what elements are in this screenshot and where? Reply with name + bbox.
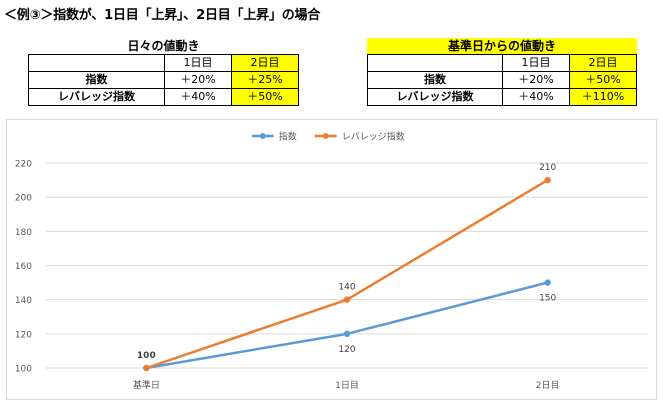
table-cell: 指数 <box>28 71 165 89</box>
table-cell: レバレッジ指数 <box>367 88 503 106</box>
data-label: 120 <box>338 345 355 355</box>
table-cell: 1日目 <box>164 54 232 72</box>
y-tick-label: 120 <box>15 330 32 340</box>
daily-change-table-block: 日々の値動き 1日目 2日目 指数 ＋20% ＋25% レバレッジ指数 ＋40%… <box>28 38 299 106</box>
cumulative-change-table-block: 基準日からの値動き 1日目 2日目 指数 ＋20% ＋50% レバレッジ指数 ＋… <box>367 38 637 106</box>
table-cell: 2日目 <box>231 54 299 72</box>
y-tick-label: 200 <box>15 194 32 204</box>
legend-label: レバレッジ指数 <box>342 131 405 143</box>
daily-change-table: 1日目 2日目 指数 ＋20% ＋25% レバレッジ指数 ＋40% ＋50% <box>28 54 299 106</box>
data-point <box>343 330 351 338</box>
table-cell <box>367 54 503 72</box>
y-tick-label: 180 <box>15 228 32 238</box>
daily-change-caption: 日々の値動き <box>127 39 200 53</box>
table-cell: ＋20% <box>164 71 232 89</box>
y-tick-label: 220 <box>15 160 32 170</box>
x-tick-label: 基準日 <box>133 379 160 391</box>
series-line <box>145 179 549 370</box>
y-tick-label: 160 <box>15 262 32 272</box>
line-chart-area: 100 120 140 160 180 200 220 基準日 1日目 2日目 指数 レバレッジ指数… <box>6 119 657 400</box>
legend-swatch-marker <box>259 133 266 139</box>
data-label: 150 <box>539 294 556 304</box>
data-label: 210 <box>539 163 556 173</box>
data-point <box>544 279 551 286</box>
table-cell: ＋110% <box>569 88 637 106</box>
table-row: 指数 ＋20% ＋25% <box>28 71 299 89</box>
data-label: 140 <box>338 283 355 293</box>
y-tick-label: 140 <box>15 296 32 306</box>
y-tick-label: 100 <box>15 365 32 375</box>
table-cell <box>28 54 165 72</box>
table-cell: レバレッジ指数 <box>28 88 165 106</box>
page-heading: ＜例③＞指数が、1日目「上昇」、2日目「上昇」の場合 <box>4 8 321 23</box>
table-cell: 2日目 <box>569 54 637 72</box>
data-point <box>544 176 551 184</box>
legend-swatch-marker <box>322 133 329 139</box>
table-cell: ＋40% <box>502 88 570 106</box>
data-point <box>343 296 351 303</box>
line-chart: 100 120 140 160 180 200 220 基準日 1日目 2日目 指数 レバレッジ指数… <box>15 131 648 391</box>
table-cell: ＋25% <box>231 71 299 89</box>
x-tick-label: 1日目 <box>335 380 359 391</box>
cumulative-change-table: 1日目 2日目 指数 ＋20% ＋50% レバレッジ指数 ＋40% ＋110% <box>367 54 637 106</box>
table-row: 1日目 2日目 <box>28 54 299 72</box>
cumulative-change-caption: 基準日からの値動き <box>367 38 637 54</box>
table-cell: ＋50% <box>569 71 637 89</box>
data-point <box>143 364 150 372</box>
table-row: 1日目 2日目 <box>367 54 637 72</box>
legend-label: 指数 <box>279 131 297 143</box>
table-row: レバレッジ指数 ＋40% ＋110% <box>367 88 637 106</box>
table-cell: ＋40% <box>164 88 232 106</box>
series-line <box>146 281 548 370</box>
table-cell: 1日目 <box>502 54 570 72</box>
x-tick-label: 2日目 <box>536 380 560 391</box>
table-cell: 指数 <box>367 71 503 89</box>
table-row: レバレッジ指数 ＋40% ＋50% <box>28 88 299 106</box>
table-cell: ＋50% <box>231 88 299 106</box>
table-row: 指数 ＋20% ＋50% <box>367 71 637 89</box>
table-cell: ＋20% <box>502 71 570 89</box>
data-label: 100 <box>137 351 156 361</box>
